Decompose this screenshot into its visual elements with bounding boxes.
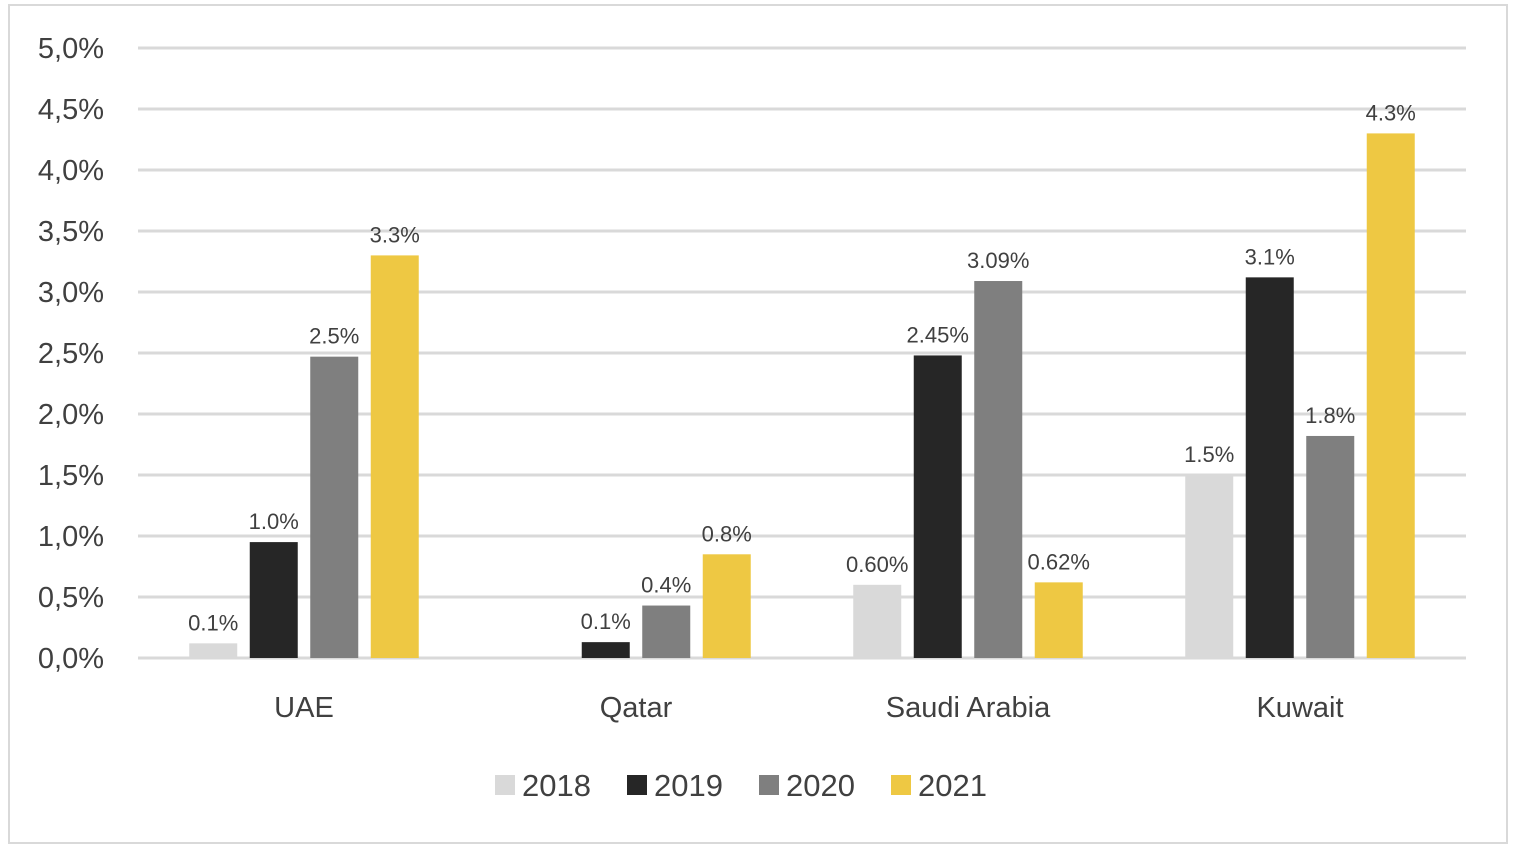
- x-category-label: Qatar: [600, 692, 673, 724]
- bar-2019-qatar: [581, 642, 630, 658]
- y-tick-label: 0,5%: [38, 582, 104, 614]
- bar-2018-uae: [189, 643, 238, 658]
- data-label: 0.8%: [702, 521, 752, 546]
- legend-label: 2020: [786, 768, 855, 803]
- data-label: 2.45%: [907, 322, 969, 347]
- y-tick-label: 1,0%: [38, 521, 104, 553]
- data-label: 0.60%: [846, 552, 908, 577]
- bar-2018-saudi-arabia: [853, 584, 902, 658]
- x-category-label: Kuwait: [1256, 692, 1343, 724]
- bar-2021-kuwait: [1366, 133, 1415, 658]
- y-axis-tick-labels: 0,0% 0,5% 1,0% 1,5% 2,0% 2,5% 3,0% 3,5% 4,0% 4,5%…: [38, 33, 104, 675]
- bars: [189, 133, 1415, 658]
- data-label: 0.1%: [581, 609, 631, 634]
- legend-item-2020: 2020: [759, 768, 855, 803]
- legend-swatch: [891, 775, 911, 795]
- x-category-label: Saudi Arabia: [886, 692, 1051, 724]
- legend-swatch: [495, 775, 515, 795]
- data-labels: 0.1% 1.0% 2.5% 3.3% 0.1% 0.4% 0.8% 0.60% 2.45% 3.…: [188, 100, 1416, 635]
- y-tick-label: 5,0%: [38, 33, 104, 65]
- bar-2021-saudi-arabia: [1034, 582, 1083, 658]
- bar-2020-uae: [310, 356, 359, 658]
- legend-item-2021: 2021: [891, 768, 987, 803]
- data-label: 1.5%: [1184, 442, 1234, 467]
- data-label: 0.62%: [1028, 549, 1090, 574]
- data-label: 0.4%: [641, 573, 691, 598]
- y-tick-label: 3,0%: [38, 277, 104, 309]
- y-tick-label: 4,5%: [38, 94, 104, 126]
- data-label: 1.0%: [249, 509, 299, 534]
- legend-label: 2018: [522, 768, 591, 803]
- legend-item-2018: 2018: [495, 768, 591, 803]
- data-label: 1.8%: [1305, 403, 1355, 428]
- bar-2019-saudi-arabia: [913, 355, 962, 658]
- grid-lines: [138, 46, 1466, 660]
- y-tick-label: 2,0%: [38, 399, 104, 431]
- bar-2021-qatar: [702, 554, 751, 658]
- legend-item-2019: 2019: [627, 768, 723, 803]
- data-label: 0.1%: [188, 610, 238, 635]
- legend-label: 2019: [654, 768, 723, 803]
- data-label: 4.3%: [1366, 100, 1416, 125]
- x-category-label: UAE: [274, 692, 334, 724]
- legend-swatch: [627, 775, 647, 795]
- bar-2019-uae: [249, 542, 298, 658]
- y-tick-label: 1,5%: [38, 460, 104, 492]
- bar-2020-saudi-arabia: [974, 281, 1023, 658]
- bar-2020-kuwait: [1306, 435, 1355, 658]
- data-label: 3.1%: [1245, 244, 1295, 269]
- legend: 2018 2019 2020 2021: [495, 768, 987, 803]
- data-label: 3.09%: [967, 248, 1029, 273]
- legend-swatch: [759, 775, 779, 795]
- y-tick-label: 2,5%: [38, 338, 104, 370]
- y-tick-label: 4,0%: [38, 155, 104, 187]
- data-label: 3.3%: [370, 222, 420, 247]
- y-tick-label: 0,0%: [38, 643, 104, 675]
- legend-label: 2021: [918, 768, 987, 803]
- bar-2018-kuwait: [1185, 475, 1234, 658]
- data-label: 2.5%: [309, 324, 359, 349]
- bar-2019-kuwait: [1245, 277, 1294, 658]
- x-axis-category-labels: UAE Qatar Saudi Arabia Kuwait: [274, 692, 1343, 724]
- bar-2021-uae: [370, 255, 419, 658]
- bar-2020-qatar: [642, 605, 691, 658]
- y-tick-label: 3,5%: [38, 216, 104, 248]
